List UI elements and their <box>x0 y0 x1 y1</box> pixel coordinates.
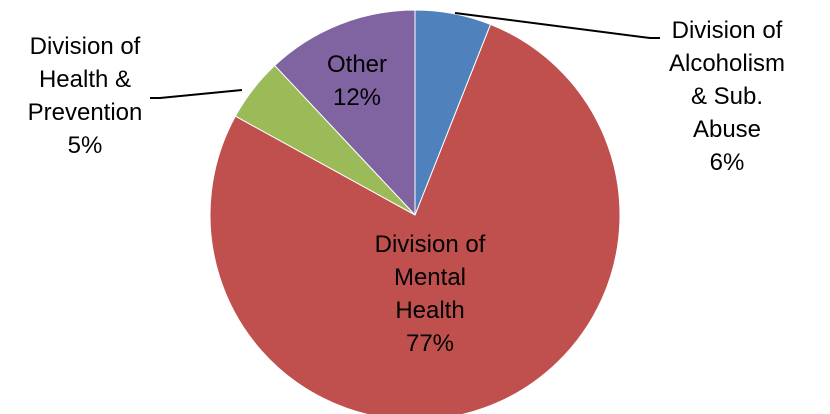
slice-label: Division of Mental Health 77% <box>375 228 486 360</box>
value-label: 6% <box>709 149 745 176</box>
value-label: 5% <box>67 132 103 159</box>
pie-slice <box>273 9 416 217</box>
pie-slice <box>414 9 492 216</box>
category-label: Division of Mental Health <box>374 231 486 324</box>
category-label: Division of Alcoholism & Sub. Abuse <box>668 17 786 143</box>
slice-label: Division of Alcoholism & Sub. Abuse 6% <box>669 14 785 179</box>
value-label: 77% <box>405 330 455 357</box>
value-label: 12% <box>332 84 382 111</box>
pie-slice <box>209 23 621 414</box>
slice-label: Other 12% <box>327 48 387 114</box>
slice-label: Division of Health & Prevention 5% <box>28 30 143 162</box>
leader-line <box>454 12 660 39</box>
category-label: Other <box>326 51 388 78</box>
leader-line <box>150 89 243 99</box>
category-label: Division of Health & Prevention <box>27 33 143 126</box>
